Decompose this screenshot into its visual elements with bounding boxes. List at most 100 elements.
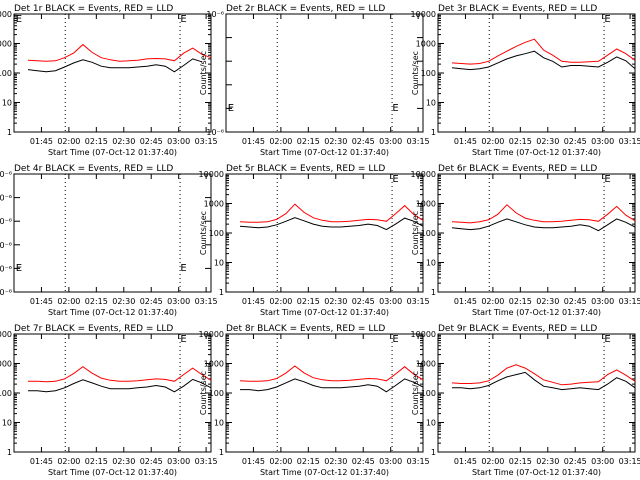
edge-marker-e: E <box>392 334 398 345</box>
y-axis-label: Counts/sec <box>411 51 420 95</box>
panel-title: Det 6r BLACK = Events, RED = LLD <box>438 164 597 174</box>
x-tick-label: 02:00 <box>481 137 504 146</box>
y-tick-label: 1 <box>7 448 12 457</box>
x-tick-label: 02:00 <box>57 457 80 466</box>
x-tick-label: 02:15 <box>297 457 320 466</box>
x-axis-label: Start Time (07-Oct-12 01:37:40) <box>472 468 601 477</box>
x-tick-label: 02:45 <box>564 137 587 146</box>
edge-marker-e: E <box>604 334 610 345</box>
x-tick-label: 02:15 <box>509 457 532 466</box>
edge-marker-e: E <box>228 103 234 114</box>
x-tick-label: 03:00 <box>591 457 614 466</box>
y-tick-label: 10 <box>2 99 12 108</box>
y-tick-label: 1000 <box>416 40 436 49</box>
panel-det-5r: Det 5r BLACK = Events, RED = LLD 01:45 02:… <box>199 164 430 317</box>
x-tick-label: 02:00 <box>481 297 504 306</box>
y-tick-label: 10000 <box>199 330 224 339</box>
panel-det-7r: Det 7r BLACK = Events, RED = LLD 01:45 02:… <box>0 324 218 477</box>
x-tick-label: 02:45 <box>352 297 375 306</box>
panel-title: Det 7r BLACK = Events, RED = LLD <box>14 324 173 334</box>
x-tick-label: 02:30 <box>112 137 135 146</box>
x-tick-label: 01:45 <box>30 457 53 466</box>
plot-frame <box>13 13 212 133</box>
panel-det-2r: Det 2r BLACK = Events, RED = LLD 01:45 02:… <box>199 4 430 157</box>
y-axis-label: Counts/sec <box>411 371 420 415</box>
y-tick-label: 10 <box>426 99 436 108</box>
y-tick-label: 100 <box>0 69 12 78</box>
edge-marker-e: E <box>392 174 398 185</box>
x-tick-label: 03:00 <box>379 457 402 466</box>
y-tick-label: 10⁻⁶ <box>0 288 12 297</box>
x-tick-label: 03:00 <box>167 297 190 306</box>
x-tick-label: 03:00 <box>379 297 402 306</box>
edge-marker-e: E <box>180 263 186 274</box>
x-tick-label: 03:15 <box>407 297 430 306</box>
edge-marker-e: E <box>180 334 186 345</box>
y-tick-label: 10 <box>2 419 12 428</box>
x-tick-label: 02:15 <box>509 137 532 146</box>
series-events-line <box>451 218 636 232</box>
x-tick-label: 01:45 <box>454 137 477 146</box>
plot-frame <box>437 13 636 133</box>
x-tick-label: 02:45 <box>140 137 163 146</box>
y-tick-label: 10000 <box>411 330 436 339</box>
x-tick-label: 02:30 <box>536 137 559 146</box>
edge-marker-e: E <box>16 263 22 274</box>
panel-title: Det 1r BLACK = Events, RED = LLD <box>14 4 173 14</box>
x-tick-label: 02:00 <box>269 457 292 466</box>
panel-title: Det 9r BLACK = Events, RED = LLD <box>438 324 597 334</box>
x-tick-label: 01:45 <box>30 297 53 306</box>
x-tick-label: 02:00 <box>57 137 80 146</box>
series-lld-line <box>451 204 636 224</box>
x-tick-label: 01:45 <box>242 457 265 466</box>
y-tick-label: 100 <box>421 69 436 78</box>
x-tick-label: 02:15 <box>85 457 108 466</box>
x-tick-label: 01:45 <box>454 297 477 306</box>
y-tick-label: 1 <box>431 448 436 457</box>
y-tick-label: 100 <box>209 389 224 398</box>
x-tick-label: 03:00 <box>379 137 402 146</box>
panel-title: Det 8r BLACK = Events, RED = LLD <box>226 324 385 334</box>
x-tick-label: 03:15 <box>195 137 218 146</box>
x-tick-label: 03:15 <box>619 137 640 146</box>
y-axis-label: Counts/sec <box>411 211 420 255</box>
panel-det-3r: Det 3r BLACK = Events, RED = LLD 01:45 02:… <box>411 4 640 157</box>
x-axis-label: Start Time (07-Oct-12 01:37:40) <box>48 308 177 317</box>
y-tick-label: 10⁻⁶ <box>0 217 12 226</box>
y-tick-label: 10⁻⁶ <box>0 241 12 250</box>
x-tick-label: 02:00 <box>57 297 80 306</box>
y-tick-label: 10⁻⁶ <box>206 128 224 137</box>
edge-marker-e: E <box>16 14 22 25</box>
x-tick-label: 01:45 <box>454 457 477 466</box>
y-tick-label: 1 <box>7 128 12 137</box>
x-tick-label: 02:30 <box>536 297 559 306</box>
x-tick-label: 02:00 <box>481 457 504 466</box>
x-tick-label: 03:15 <box>619 297 640 306</box>
x-tick-label: 02:15 <box>297 297 320 306</box>
y-tick-label: 10 <box>426 419 436 428</box>
series-events-line <box>27 58 203 73</box>
series-events-line <box>240 378 424 393</box>
x-tick-label: 02:30 <box>324 137 347 146</box>
series-lld-line <box>28 366 212 383</box>
y-tick-label: 100 <box>421 389 436 398</box>
y-tick-label: 10⁻⁶ <box>0 194 12 203</box>
panel-det-8r: Det 8r BLACK = Events, RED = LLD 01:45 02:… <box>199 324 430 477</box>
y-tick-label: 1000 <box>204 360 224 369</box>
x-tick-label: 03:15 <box>407 457 430 466</box>
x-axis-label: Start Time (07-Oct-12 01:37:40) <box>48 468 177 477</box>
x-tick-label: 02:45 <box>352 137 375 146</box>
y-tick-label: 1000 <box>416 200 436 209</box>
x-tick-label: 01:45 <box>242 137 265 146</box>
y-tick-label: 1 <box>431 288 436 297</box>
x-tick-label: 02:15 <box>85 137 108 146</box>
y-tick-label: 1000 <box>0 360 12 369</box>
y-tick-label: 10000 <box>0 10 12 19</box>
y-tick-label: 10000 <box>0 330 12 339</box>
plot-frame <box>225 333 424 453</box>
plot-frame <box>225 173 424 293</box>
x-tick-label: 02:15 <box>297 137 320 146</box>
x-tick-label: 02:45 <box>140 297 163 306</box>
x-tick-label: 03:15 <box>619 457 640 466</box>
x-tick-label: 01:45 <box>242 297 265 306</box>
